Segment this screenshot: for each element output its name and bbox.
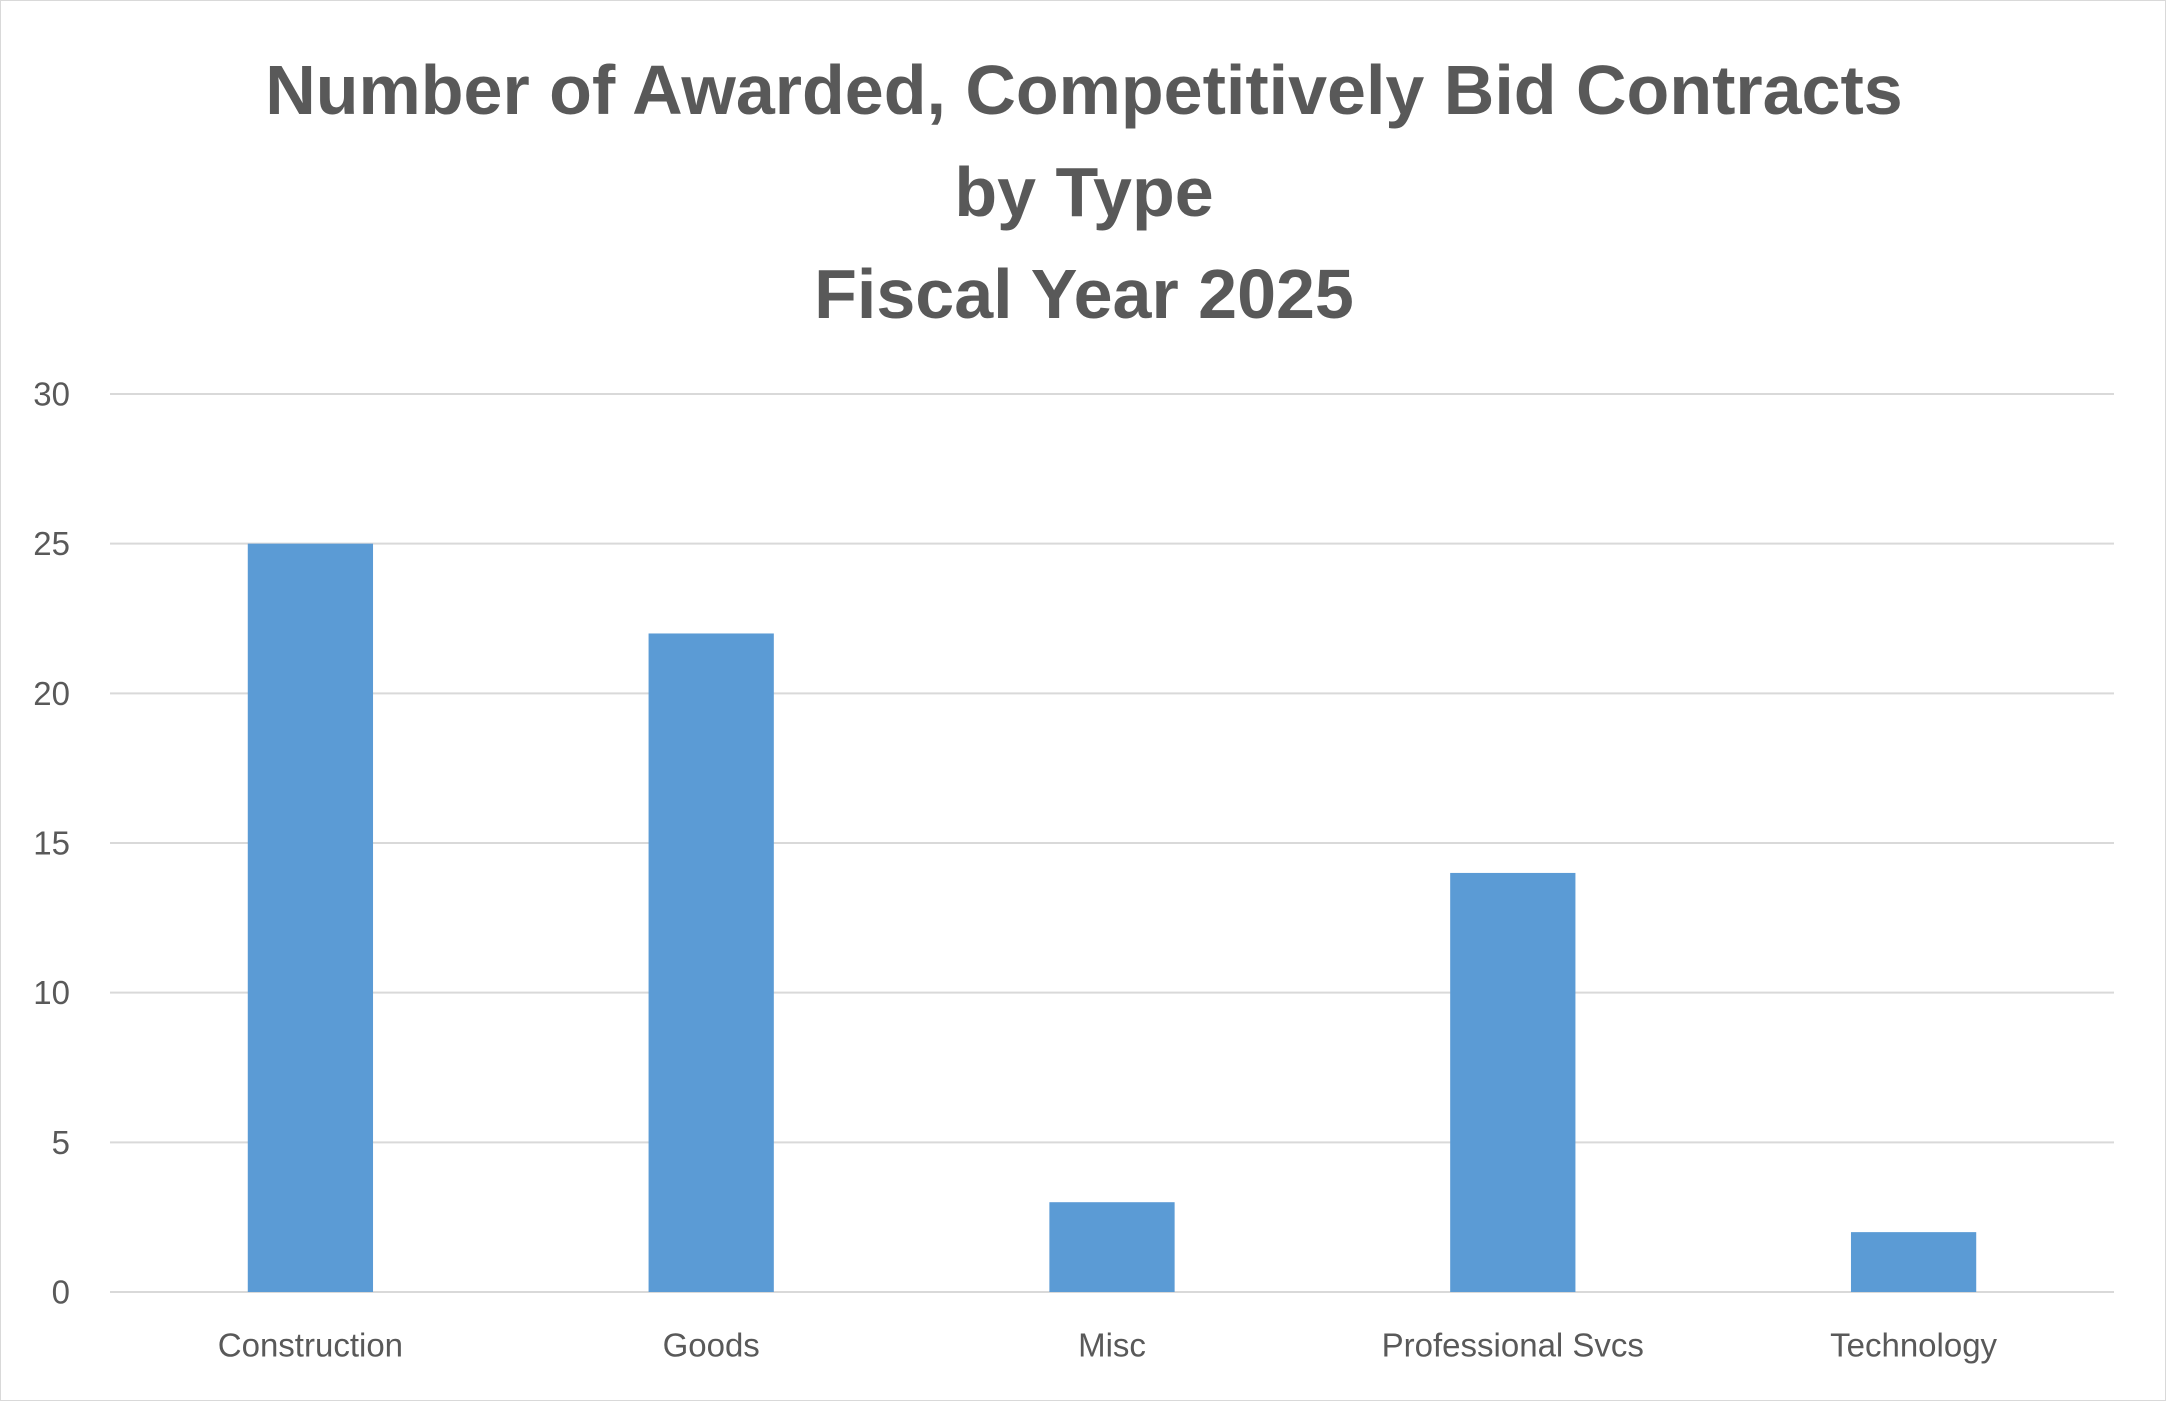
x-tick-label-construction: Construction <box>218 1327 403 1364</box>
y-tick-label-10: 10 <box>33 974 70 1011</box>
bar-technology <box>1850 1232 1977 1292</box>
y-tick-label-25: 25 <box>33 525 70 562</box>
y-axis-tick-labels: 0 5 10 15 20 25 30 <box>33 376 70 1311</box>
bar-goods <box>648 633 774 1292</box>
y-tick-label-5: 5 <box>52 1124 70 1161</box>
chart-title: Number of Awarded, Competitively Bid Con… <box>1 39 2166 345</box>
bar-misc <box>1049 1202 1175 1292</box>
bars <box>247 543 1977 1292</box>
chart-title-line-1: Number of Awarded, Competitively Bid Con… <box>265 51 1903 129</box>
x-tick-label-misc: Misc <box>1078 1327 1146 1364</box>
x-axis-tick-labels: Construction Goods Misc Professional Svcs Te… <box>218 1327 1998 1364</box>
gridlines <box>110 393 2114 1293</box>
chart-title-line-3: Fiscal Year 2025 <box>814 255 1354 333</box>
x-tick-label-professional-svcs: Professional Svcs <box>1382 1327 1644 1364</box>
y-tick-label-15: 15 <box>33 825 70 862</box>
bar-construction <box>247 543 374 1292</box>
x-tick-label-goods: Goods <box>663 1327 760 1364</box>
y-tick-label-0: 0 <box>52 1274 70 1311</box>
bar-professional-svcs <box>1450 872 1576 1292</box>
y-tick-label-20: 20 <box>33 675 70 712</box>
y-tick-label-30: 30 <box>33 376 70 413</box>
chart-title-line-2: by Type <box>954 153 1214 231</box>
x-tick-label-technology: Technology <box>1830 1327 1997 1364</box>
